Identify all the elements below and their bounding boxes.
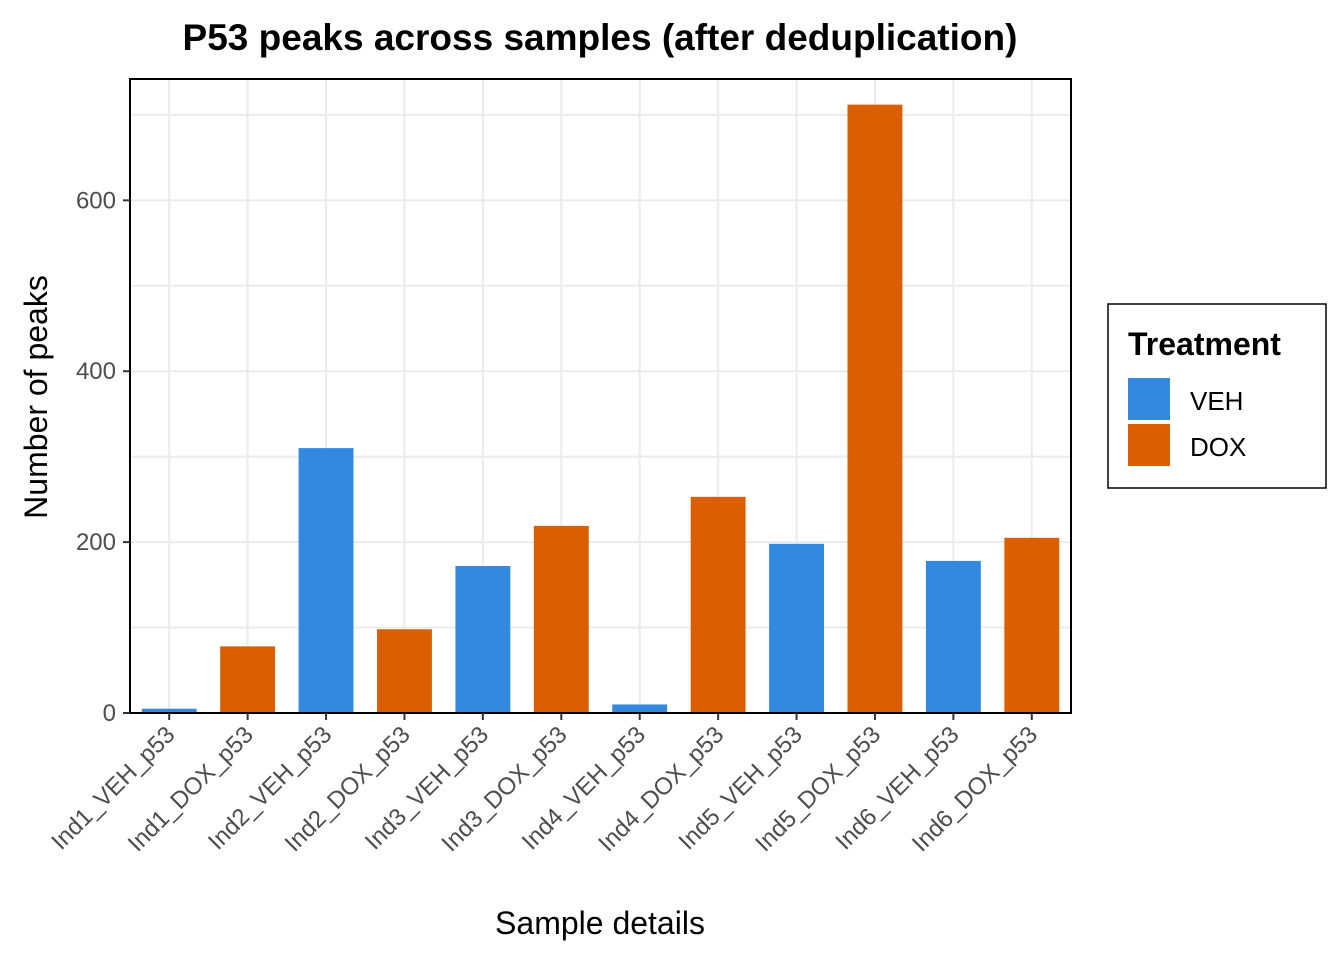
legend-label-veh: VEH <box>1190 386 1243 416</box>
y-axis-ticks: 0 200 400 600 <box>76 187 130 727</box>
bar-ind5-dox-p53 <box>847 104 903 713</box>
panel-border <box>129 78 1072 714</box>
bars <box>129 78 1072 714</box>
legend-title: Treatment <box>1128 326 1281 362</box>
legend-swatch-dox <box>1128 424 1170 466</box>
bar-ind4-veh-p53 <box>612 704 668 713</box>
chart-title: P53 peaks across samples (after deduplic… <box>183 17 1018 58</box>
legend: Treatment VEH DOX <box>1107 303 1327 489</box>
bar-ind2-dox-p53 <box>377 629 432 713</box>
legend-swatch-veh <box>1128 378 1170 420</box>
x-axis-title: Sample details <box>495 905 705 941</box>
bar-ind4-dox-p53 <box>690 496 746 713</box>
bar-ind2-veh-p53 <box>298 448 354 713</box>
bar-ind1-dox-p53 <box>220 646 276 713</box>
y-tick-label: 400 <box>76 358 116 385</box>
bar-ind3-veh-p53 <box>455 566 511 713</box>
y-tick-label: 600 <box>76 187 116 214</box>
bar-ind6-dox-p53 <box>1004 537 1060 713</box>
x-axis-ticks: Ind1_VEH_p53Ind1_DOX_p53Ind2_VEH_p53Ind2… <box>46 713 1043 857</box>
y-tick-label: 0 <box>103 700 116 727</box>
bar-ind6-veh-p53 <box>925 560 981 713</box>
bar-ind3-dox-p53 <box>533 525 589 713</box>
y-tick-label: 200 <box>76 529 116 556</box>
bar-ind1-veh-p53 <box>141 708 197 713</box>
bar-ind5-veh-p53 <box>769 543 824 713</box>
panel-background <box>130 79 1071 713</box>
y-axis-title: Number of peaks <box>18 275 54 519</box>
legend-label-dox: DOX <box>1190 432 1246 462</box>
